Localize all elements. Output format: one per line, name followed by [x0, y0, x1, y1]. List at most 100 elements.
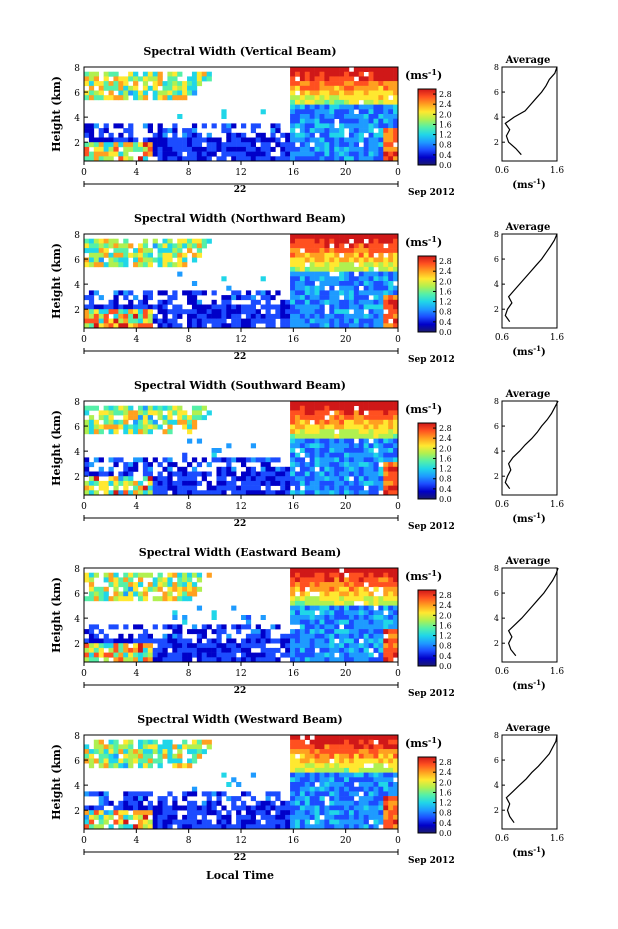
- heatmap-cell: [98, 142, 104, 148]
- heatmap-cell: [383, 819, 389, 825]
- heatmap-cell: [137, 810, 144, 816]
- heatmap-cell: [137, 309, 144, 315]
- heatmap-cell: [133, 624, 139, 630]
- heatmap-cell: [123, 248, 129, 254]
- heatmap-cell: [133, 95, 139, 101]
- heatmap-cell: [319, 238, 325, 244]
- heatmap-cell: [388, 572, 394, 578]
- heatmap-cell: [290, 266, 296, 272]
- heatmap-cell: [103, 309, 109, 315]
- heatmap-cell: [88, 572, 95, 578]
- heatmap-cell: [137, 405, 144, 411]
- heatmap-cell: [245, 146, 252, 152]
- heatmap-cell: [373, 318, 379, 324]
- heatmap-cell: [314, 318, 320, 324]
- heatmap-cell: [113, 476, 119, 482]
- heatmap-cell: [245, 652, 252, 658]
- heatmap-cell: [206, 471, 212, 477]
- heatmap-cell: [211, 146, 217, 152]
- heatmap-cell: [93, 156, 100, 162]
- heatmap-cell: [93, 744, 100, 750]
- heatmap-cell: [142, 137, 149, 143]
- heatmap-cell: [294, 276, 301, 282]
- heatmap-cell: [98, 429, 104, 435]
- heatmap-cell: [373, 401, 379, 406]
- heatmap-cell: [118, 304, 124, 310]
- heatmap-cell: [353, 480, 360, 486]
- heatmap-cell: [250, 466, 257, 472]
- heatmap-cell: [393, 114, 399, 119]
- heatmap-cell: [329, 67, 335, 72]
- heatmap-cell: [324, 772, 330, 778]
- heatmap-cell: [280, 313, 286, 319]
- heatmap-cell: [191, 257, 198, 263]
- heatmap-cell: [123, 419, 129, 425]
- heatmap-cell: [152, 814, 158, 820]
- heatmap-cell: [383, 647, 389, 653]
- heatmap-cell: [187, 638, 193, 644]
- heatmap-cell: [108, 252, 114, 258]
- heatmap-cell: [167, 238, 173, 244]
- heatmap-cell: [182, 415, 188, 421]
- heatmap-cell: [294, 132, 301, 138]
- heatmap-cell: [373, 419, 379, 425]
- heatmap-cell: [133, 318, 139, 324]
- heatmap-cell: [358, 429, 364, 435]
- heatmap-cell: [358, 643, 364, 649]
- heatmap-cell: [358, 118, 364, 124]
- heatmap-cell: [118, 596, 124, 602]
- heatmap-cell: [221, 643, 227, 649]
- heatmap-cell: [113, 643, 119, 649]
- heatmap-cell: [294, 476, 301, 482]
- heatmap-cell: [334, 104, 340, 110]
- heatmap-cell: [304, 433, 310, 439]
- heatmap-cell: [226, 647, 232, 653]
- heatmap-cell: [128, 252, 134, 258]
- heatmap-cell: [216, 318, 222, 324]
- heatmap-cell: [84, 485, 90, 491]
- heatmap-cell: [196, 471, 203, 477]
- heatmap-cell: [304, 401, 310, 406]
- heatmap-cell: [162, 810, 168, 816]
- heatmap-cell: [304, 735, 310, 740]
- heatmap-cell: [363, 624, 369, 630]
- heatmap-cell: [314, 600, 320, 606]
- heatmap-cell: [133, 586, 139, 592]
- heatmap-cell: [260, 156, 266, 162]
- heatmap-cell: [103, 71, 109, 77]
- heatmap-cell: [133, 323, 139, 329]
- heatmap-cell: [373, 295, 379, 301]
- heatmap-cell: [206, 647, 212, 653]
- heatmap-cell: [378, 596, 384, 602]
- heatmap-cell: [299, 295, 306, 301]
- heatmap-cell: [358, 299, 364, 305]
- heatmap-cell: [128, 739, 134, 745]
- heatmap-cell: [103, 485, 109, 491]
- heatmap-cell: [216, 476, 222, 482]
- heatmap-cell: [348, 591, 355, 597]
- heatmap-cell: [348, 151, 355, 157]
- heatmap-cell: [344, 156, 350, 162]
- heatmap-cell: [103, 323, 109, 329]
- heatmap-cell: [231, 318, 237, 324]
- y-tick-label: 6: [74, 89, 80, 99]
- heatmap-cell: [123, 309, 129, 315]
- heatmap-cell: [191, 643, 198, 649]
- heatmap-cell: [294, 443, 301, 449]
- heatmap-cell: [314, 763, 320, 769]
- heatmap-cell: [309, 452, 315, 458]
- heatmap-cell: [290, 772, 296, 778]
- heatmap-cell: [152, 586, 158, 592]
- heatmap-cell: [299, 777, 306, 783]
- heatmap-cell: [182, 419, 188, 425]
- heatmap-cell: [93, 739, 100, 745]
- heatmap-cell: [304, 753, 310, 759]
- avg-y-tick-label: 6: [494, 422, 499, 431]
- heatmap-cell: [187, 132, 193, 138]
- heatmap-cell: [309, 749, 315, 755]
- colorbar-tick-label: 2.4: [439, 434, 452, 443]
- heatmap-cell: [324, 299, 330, 305]
- heatmap-cell: [324, 786, 330, 792]
- heatmap-cell: [196, 633, 203, 639]
- heatmap-cell: [329, 462, 335, 468]
